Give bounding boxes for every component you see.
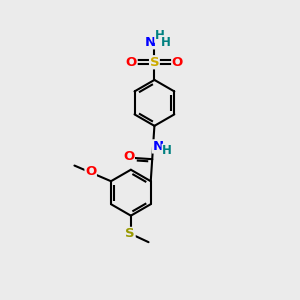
Text: O: O bbox=[123, 150, 134, 163]
Text: S: S bbox=[125, 227, 135, 240]
Text: H: H bbox=[155, 29, 165, 42]
Text: O: O bbox=[126, 56, 137, 69]
Text: N: N bbox=[144, 36, 156, 49]
Text: O: O bbox=[85, 164, 96, 178]
Text: H: H bbox=[161, 36, 170, 49]
Text: N: N bbox=[152, 140, 164, 153]
Text: O: O bbox=[172, 56, 183, 69]
Text: S: S bbox=[150, 56, 159, 69]
Text: H: H bbox=[162, 144, 172, 157]
